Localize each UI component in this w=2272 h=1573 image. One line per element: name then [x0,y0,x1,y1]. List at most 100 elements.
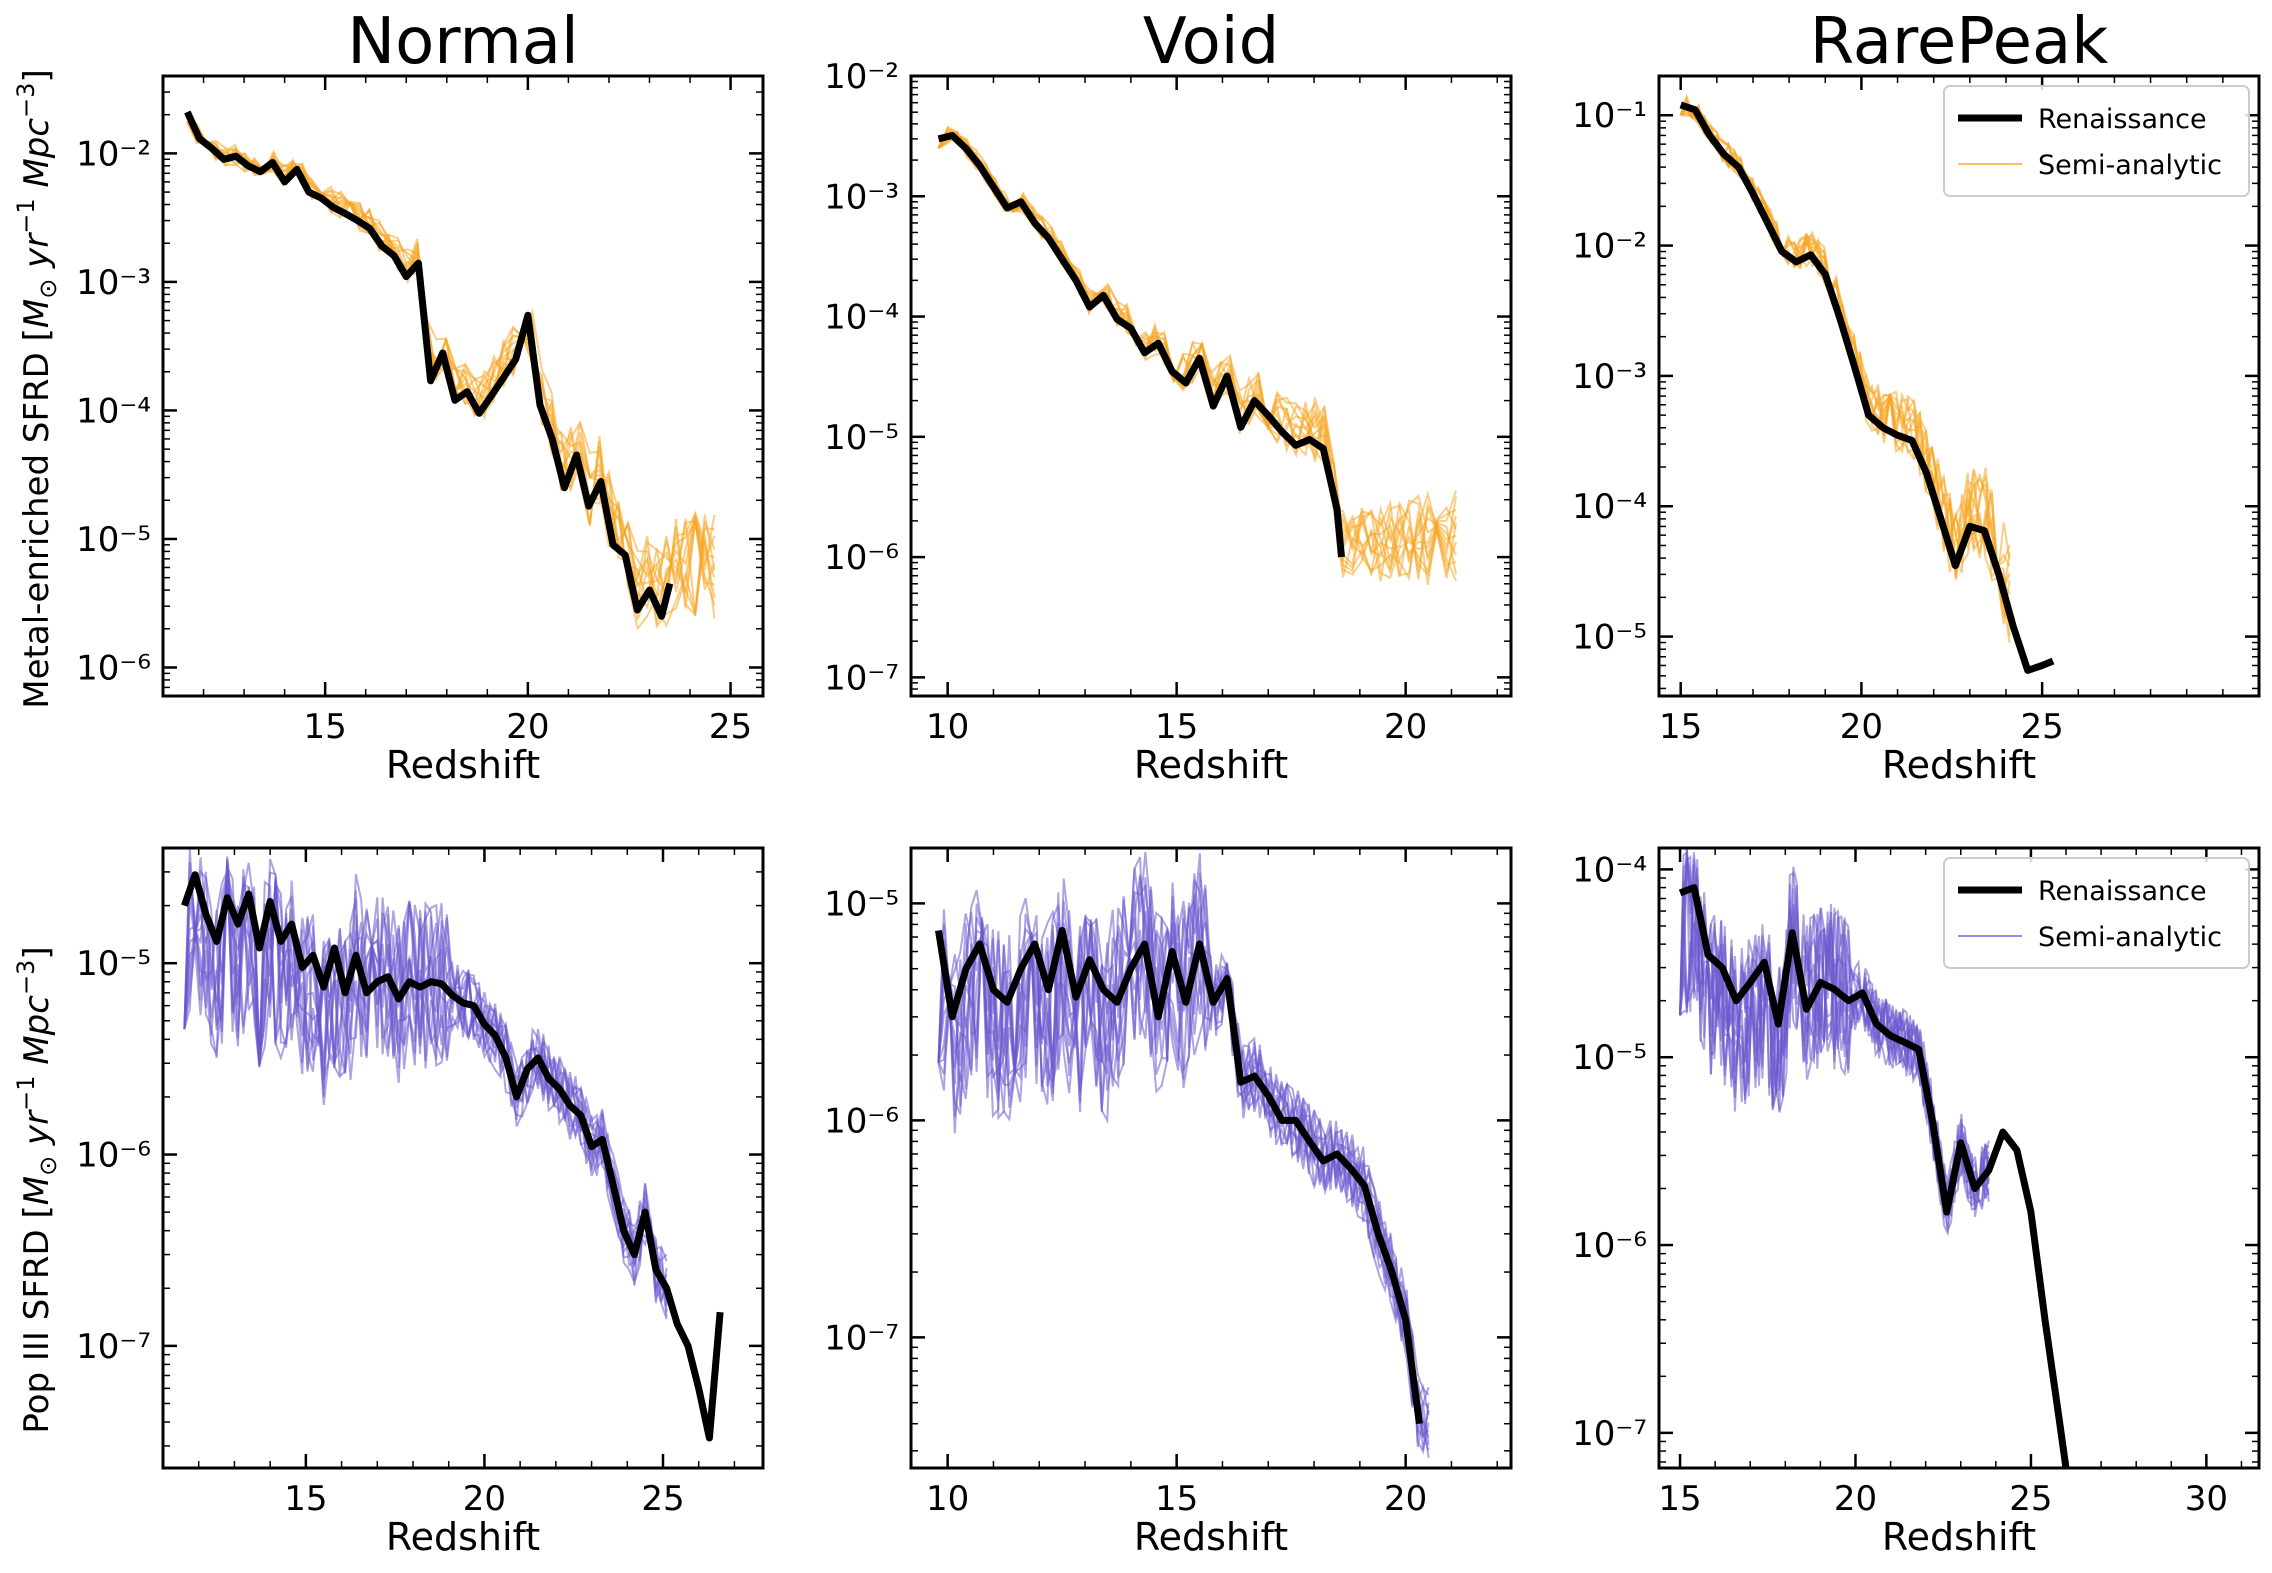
x-tick-label: 10 [926,707,969,747]
semi-analytic-line-12 [1679,859,1990,1229]
axes-frame [1657,74,2261,698]
x-tick-label: 15 [1155,707,1198,747]
semi-analytic-line-10 [186,121,715,617]
axes-frame [161,74,765,698]
x-tick-label: 15 [284,1479,327,1519]
y-tick-label: 10⁻⁷ [824,1318,899,1358]
x-axis-label: Redshift [1882,743,2036,787]
x-tick-label: 25 [709,707,752,747]
y-tick-label: 10⁻⁶ [824,538,899,578]
x-tick-label: 20 [1834,1479,1877,1519]
legend-box [1943,85,2250,197]
y-tick-label: 10⁻⁴ [1572,850,1647,890]
col-title-void: Void [1143,5,1279,79]
y-tick-label: 10⁻⁷ [76,1327,151,1367]
x-axis-label: Redshift [1134,1515,1288,1559]
x-tick-label: 25 [2009,1479,2052,1519]
y-tick-label: 10⁻² [824,57,899,97]
x-axis-label: Redshift [1134,743,1288,787]
x-tick-label: 20 [1384,1479,1427,1519]
axes-frame [909,74,1513,698]
y-tick-label: 10⁻² [76,134,151,174]
plot-area [937,125,1457,585]
legend: Renaissance Semi-analytic [1943,857,2250,969]
y-tick-label: 10⁻⁵ [1572,1038,1647,1078]
plot-area [1679,93,2055,674]
ylabel-metal-enriched: Metal-enriched SFRD [M⊙ yr−1 Mpc−3] [12,69,62,708]
y-tick-label: 10⁻⁴ [1572,487,1647,527]
semi-analytic-line-9 [183,872,668,1293]
x-tick-label: 25 [2020,707,2063,747]
renaissance-line [1679,101,2055,674]
x-tick-label: 20 [1840,707,1883,747]
y-tick-label: 10⁻³ [76,263,151,303]
semi-analytic-line-7 [937,131,1457,561]
semi-analytic-line-11 [1679,855,1990,1212]
x-tick-label: 15 [1659,707,1702,747]
y-tick-label: 10⁻² [1572,227,1647,267]
y-tick-label: 10⁻⁶ [1572,1226,1647,1266]
x-axis-label: Redshift [1882,1515,2036,1559]
col-title-normal: Normal [347,5,579,79]
legend-label-semi-analytic: Semi-analytic [2038,922,2222,953]
x-tick-label: 20 [506,707,549,747]
renaissance-line [1678,884,2070,1468]
legend-box [1943,857,2250,969]
y-tick-label: 10⁻⁵ [1572,618,1647,658]
semi-analytic-line-11 [937,133,1457,567]
y-tick-label: 10⁻³ [824,177,899,217]
renaissance-line [184,110,674,620]
x-tick-label: 20 [1384,707,1427,747]
x-tick-label: 15 [1155,1479,1198,1519]
x-axis-label: Redshift [386,743,540,787]
axes-frame [161,846,765,1470]
panel-1: 15 20 25 Redshift 10⁻⁶ 10⁻⁵ 10⁻⁴ 10⁻³ 10⁻² [76,74,765,787]
semi-analytic-line-5 [937,877,1430,1396]
semi-analytic-line-9 [937,886,1430,1459]
y-tick-label: 10⁻⁵ [76,944,151,984]
panel-4: 15 20 25 Redshift 10⁻⁷ 10⁻⁶ 10⁻⁵ [76,846,765,1559]
y-tick-label: 10⁻⁶ [76,1136,151,1176]
y-tick-label: 10⁻³ [1572,357,1647,397]
x-tick-label: 15 [1658,1479,1701,1519]
renaissance-line [935,927,1423,1425]
y-tick-label: 10⁻⁶ [76,648,151,688]
plot-area [184,110,716,631]
col-title-rarepeak: RarePeak [1810,5,2109,79]
plot-area [1678,848,2070,1468]
semi-analytic-line-11 [937,879,1430,1451]
legend-label-semi-analytic: Semi-analytic [2038,150,2222,181]
renaissance-line [181,871,724,1442]
x-tick-label: 15 [304,707,347,747]
renaissance-line [937,132,1345,558]
panel-6: 15 20 25 30 Redshift 10⁻⁷ 10⁻⁶ 10⁻⁵ 10⁻⁴ Renaissa… [1572,846,2261,1559]
y-tick-label: 10⁻⁷ [824,658,899,698]
x-tick-label: 20 [463,1479,506,1519]
axes-frame [1657,846,2261,1470]
legend: Renaissance Semi-analytic [1943,85,2250,197]
x-axis-label: Redshift [386,1515,540,1559]
legend-label-renaissance: Renaissance [2038,104,2207,135]
x-tick-label: 10 [926,1479,969,1519]
semi-analytic-line-7 [937,872,1430,1408]
y-tick-label: 10⁻⁴ [824,298,899,338]
plot-area [935,851,1430,1459]
semi-analytic-line-12 [183,879,668,1317]
axes-frame [909,846,1513,1470]
y-tick-label: 10⁻⁷ [1572,1414,1647,1454]
y-tick-label: 10⁻⁵ [76,520,151,560]
y-tick-label: 10⁻⁶ [824,1101,899,1141]
y-tick-label: 10⁻⁵ [824,884,899,924]
legend-label-renaissance: Renaissance [2038,876,2207,907]
y-tick-label: 10⁻⁵ [824,418,899,458]
panel-5: 10 15 20 Redshift 10⁻⁷ 10⁻⁶ 10⁻⁵ [824,846,1513,1559]
panel-2: 10 15 20 Redshift 10⁻⁷ 10⁻⁶ 10⁻⁵ 10⁻⁴ 10⁻³ 10⁻² [824,57,1513,787]
plot-area [181,849,724,1442]
x-tick-label: 25 [641,1479,684,1519]
semi-analytic-line-12 [937,876,1430,1417]
y-tick-label: 10⁻¹ [1572,96,1647,136]
ylabel-pop3: Pop III SFRD [M⊙ yr−1 Mpc−3] [12,946,62,1433]
